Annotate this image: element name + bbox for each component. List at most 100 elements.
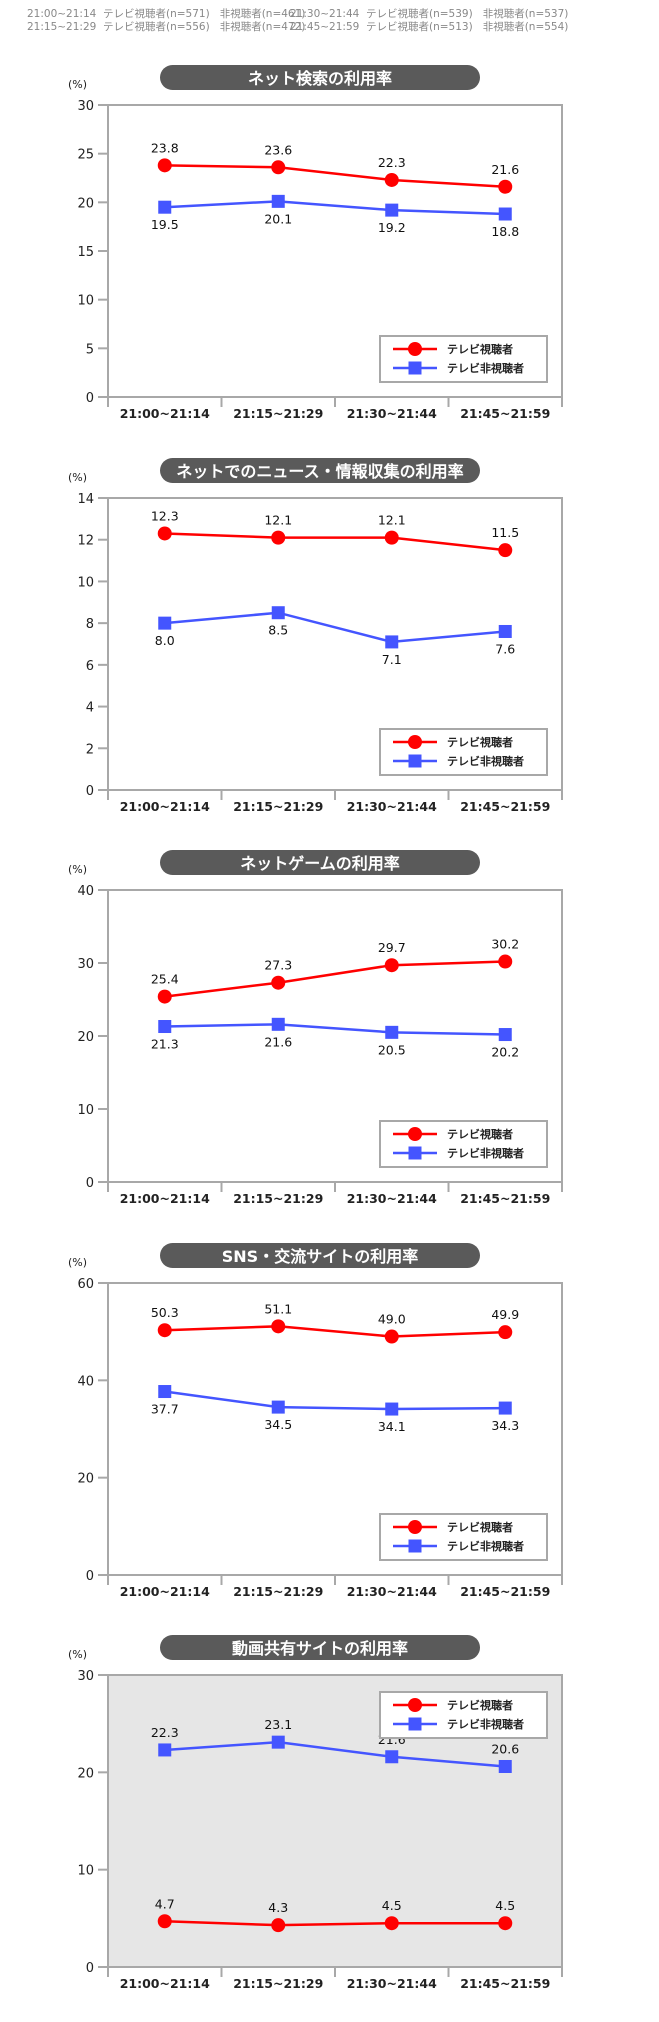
data-point-circle xyxy=(384,958,399,973)
sample-size-note-2: 21:30~21:44 テレビ視聴者(n=539) 非視聴者(n=537) xyxy=(290,8,569,20)
legend-label: テレビ視聴者 xyxy=(447,735,513,749)
data-label: 50.3 xyxy=(151,1305,179,1320)
legend-label: テレビ視聴者 xyxy=(447,1520,513,1534)
sample-size-note-4: 21:45~21:59 テレビ視聴者(n=513) 非視聴者(n=554) xyxy=(290,21,569,33)
y-unit-label: (%) xyxy=(68,863,87,876)
y-tick-label: 0 xyxy=(86,1961,94,1976)
y-tick-label: 20 xyxy=(77,1766,94,1781)
legend-box xyxy=(379,335,548,383)
chart-svg: ネットゲームの利用率 (%) 0 10 20 30 40 21:00~21:14 21:15~2… xyxy=(68,850,563,1206)
legend-label: テレビ視聴者 xyxy=(447,1127,513,1141)
x-tick-label: 21:15~21:29 xyxy=(233,406,323,421)
x-tick-label: 21:00~21:14 xyxy=(120,1976,210,1991)
x-tick-label: 21:30~21:44 xyxy=(347,799,437,814)
data-point-square xyxy=(271,1017,285,1031)
legend-label: テレビ非視聴者 xyxy=(447,1539,524,1553)
data-point-circle xyxy=(498,542,513,557)
chart-5: 動画共有サイトの利用率 (%) 0 10 20 30 21:00~21:14 21:15~21… xyxy=(0,1625,659,2018)
y-tick-label: 10 xyxy=(77,294,94,309)
data-label: 23.1 xyxy=(264,1717,292,1732)
legend-label: テレビ非視聴者 xyxy=(447,361,524,375)
legend-square-icon xyxy=(408,361,422,375)
series-line-2 xyxy=(164,1023,506,1036)
y-tick-label: 30 xyxy=(77,1669,94,1684)
data-label: 37.7 xyxy=(151,1401,179,1416)
y-unit-label: (%) xyxy=(68,78,87,91)
legend-label: テレビ非視聴者 xyxy=(447,1146,524,1160)
data-label: 21.3 xyxy=(151,1037,179,1052)
title-pill xyxy=(160,850,480,875)
data-point-circle xyxy=(384,1916,399,1931)
data-label: 4.5 xyxy=(382,1898,402,1913)
data-point-circle xyxy=(384,530,399,545)
data-point-square xyxy=(158,616,172,630)
data-label: 20.6 xyxy=(491,1741,519,1756)
data-label: 30.2 xyxy=(491,937,519,952)
y-tick-label: 20 xyxy=(77,1471,94,1486)
y-unit-label: (%) xyxy=(68,1256,87,1269)
legend-square-icon xyxy=(408,1146,422,1160)
chart-svg: ネットでのニュース・情報収集の利用率 (%) 0 2 4 6 8 10 12 14 21:00~21… xyxy=(68,457,563,814)
y-tick-label: 0 xyxy=(86,1569,94,1584)
series-line-1 xyxy=(164,1920,506,1927)
data-point-circle xyxy=(271,160,286,175)
data-label: 49.9 xyxy=(491,1307,519,1322)
series-line-1 xyxy=(164,960,506,998)
y-tick-label: 4 xyxy=(86,700,94,715)
data-label: 27.3 xyxy=(264,958,292,973)
data-label: 49.0 xyxy=(378,1311,406,1326)
legend-box xyxy=(379,727,548,776)
sample-size-note-1: 21:00~21:14 テレビ視聴者(n=571) 非視聴者(n=461) xyxy=(27,8,306,20)
series-line-2 xyxy=(164,610,506,643)
legend-square-icon xyxy=(408,754,422,767)
y-tick-label: 0 xyxy=(86,1176,94,1191)
data-label: 12.3 xyxy=(151,508,179,523)
data-point-circle xyxy=(384,1329,399,1344)
legend-label: テレビ非視聴者 xyxy=(447,1717,524,1731)
data-label: 34.1 xyxy=(378,1419,406,1434)
legend-box xyxy=(379,1120,548,1168)
y-tick-label: 30 xyxy=(77,99,94,114)
data-point-square xyxy=(271,1400,285,1414)
y-tick-label: 0 xyxy=(86,391,94,406)
data-point-square xyxy=(158,200,172,214)
data-point-circle xyxy=(157,1322,172,1337)
chart-title: ネット検索の利用率 xyxy=(248,69,392,88)
x-tick-label: 21:00~21:14 xyxy=(120,1191,210,1206)
legend-label: テレビ非視聴者 xyxy=(447,754,524,768)
data-label: 4.7 xyxy=(155,1896,175,1911)
y-tick-label: 6 xyxy=(86,658,94,673)
data-label: 22.3 xyxy=(151,1725,179,1740)
data-point-square xyxy=(385,1402,399,1416)
data-point-square xyxy=(498,1759,512,1773)
legend-square-icon xyxy=(408,1539,422,1552)
data-label: 20.5 xyxy=(378,1042,406,1057)
data-label: 23.8 xyxy=(151,140,179,155)
y-tick-label: 2 xyxy=(86,742,94,757)
x-tick-label: 21:30~21:44 xyxy=(347,1976,437,1991)
data-label: 21.6 xyxy=(264,1034,292,1049)
y-tick-label: 10 xyxy=(77,575,94,590)
chart-3: ネットゲームの利用率 (%) 0 10 20 30 40 21:00~21:14 21:15~2… xyxy=(0,840,659,1233)
data-label: 12.1 xyxy=(264,512,292,527)
data-point-square xyxy=(498,1028,512,1042)
data-label: 19.2 xyxy=(378,220,406,235)
legend-label: テレビ視聴者 xyxy=(447,342,513,356)
chart-svg: ネット検索の利用率 (%) 0 5 10 15 20 25 30 21:00~21:14 21:15… xyxy=(68,65,563,421)
x-tick-label: 21:00~21:14 xyxy=(120,799,210,814)
data-label: 23.6 xyxy=(264,142,292,157)
title-pill xyxy=(160,457,480,483)
x-tick-label: 21:45~21:59 xyxy=(460,1976,550,1991)
y-tick-label: 40 xyxy=(77,884,94,899)
data-point-square xyxy=(385,1750,399,1764)
data-point-circle xyxy=(384,172,399,187)
x-tick-label: 21:15~21:29 xyxy=(233,1191,323,1206)
x-tick-label: 21:45~21:59 xyxy=(460,1191,550,1206)
y-tick-label: 60 xyxy=(77,1277,94,1292)
data-label: 19.5 xyxy=(151,217,179,232)
x-tick-label: 21:30~21:44 xyxy=(347,406,437,421)
data-label: 34.3 xyxy=(491,1418,519,1433)
data-point-circle xyxy=(271,1318,286,1333)
y-tick-label: 10 xyxy=(77,1103,94,1118)
data-label: 20.1 xyxy=(264,211,292,226)
